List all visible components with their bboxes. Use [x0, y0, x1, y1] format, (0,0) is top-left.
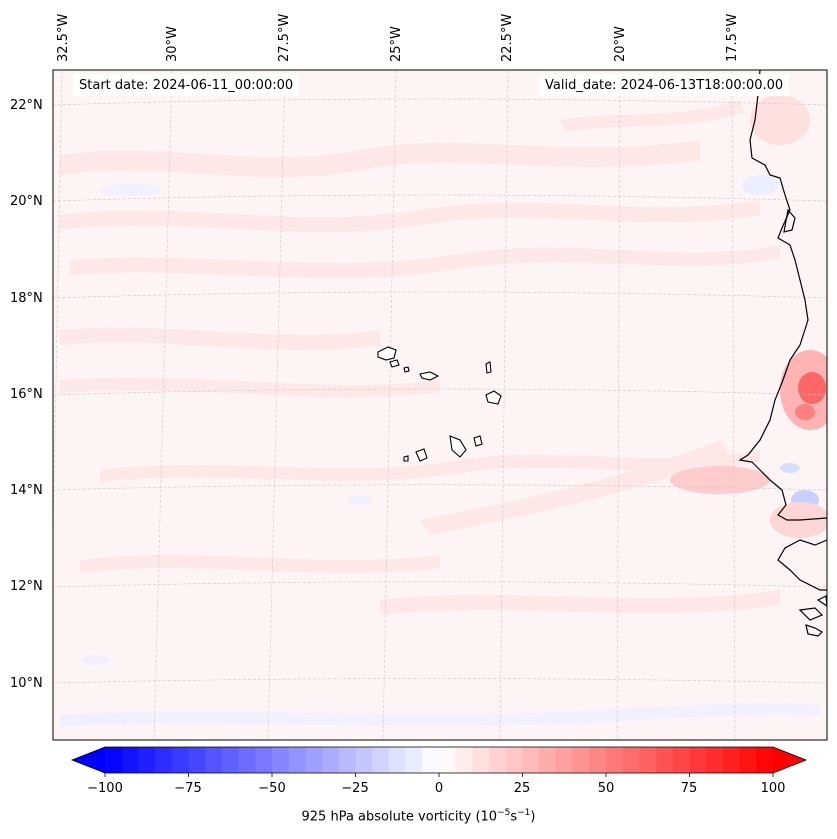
lat-label: 14°N — [10, 483, 43, 498]
cape-verde-islands — [377, 346, 502, 462]
colorbar-bin — [739, 747, 757, 773]
colorbar-bin — [388, 747, 407, 773]
colorbar-bin — [706, 747, 724, 773]
colorbar-tick-label: −25 — [341, 781, 369, 796]
lat-label: 12°N — [10, 579, 43, 594]
colorbar-bin — [121, 747, 139, 773]
colorbar-bin — [405, 747, 423, 773]
colorbar-bin — [439, 747, 457, 773]
lon-label: 27.5°W — [277, 13, 292, 62]
colorbar-tick-label: −75 — [174, 781, 202, 796]
colorbar-tick-label: −50 — [258, 781, 286, 796]
colorbar-tick-label: 50 — [597, 781, 615, 796]
colorbar-bin — [539, 747, 557, 773]
map-frame — [52, 69, 828, 741]
colorbar-bin — [238, 747, 256, 773]
colorbar-bin — [422, 747, 440, 773]
colorbar-bin — [188, 747, 206, 773]
colorbar-bin — [338, 747, 357, 773]
colorbar-title: 925 hPa absolute vorticity (10−5s−1) — [301, 808, 536, 825]
colorbar-bin — [522, 747, 540, 773]
colorbar-bin — [756, 747, 774, 773]
colorbar-bin — [572, 747, 590, 773]
colorbar-bin — [171, 747, 190, 773]
colorbar-bin — [672, 747, 691, 773]
colorbar-bin — [255, 747, 273, 773]
colorbar-tick-label: 0 — [434, 781, 444, 796]
colorbar-tick-label: 75 — [680, 781, 698, 796]
colorbar-bin — [372, 747, 390, 773]
colorbar-tick-label: 25 — [513, 781, 531, 796]
colorbar-bin — [489, 747, 507, 773]
colorbar-bin — [272, 747, 290, 773]
graticule — [53, 70, 827, 740]
colorbar-bin — [205, 747, 223, 773]
colorbar-bin — [305, 747, 323, 773]
colorbar-bin — [322, 747, 340, 773]
lon-label: 17.5°W — [725, 13, 740, 62]
colorbar-bin — [722, 747, 741, 773]
colorbar-bin — [155, 747, 173, 773]
colorbar-bin — [221, 747, 240, 773]
valid-date-label: Valid_date: 2024-06-13T18:00:00.00 — [539, 74, 790, 96]
colorbar — [70, 746, 808, 777]
colorbar-bin — [105, 747, 123, 773]
colorbar-extend-min — [72, 747, 105, 773]
colorbar-bin — [455, 747, 473, 773]
lon-label: 30°W — [165, 26, 180, 62]
colorbar-bin — [505, 747, 524, 773]
lat-label: 22°N — [10, 98, 43, 113]
vorticity-field — [53, 70, 827, 740]
colorbar-bin — [472, 747, 490, 773]
colorbar-bin — [639, 747, 657, 773]
lat-label: 18°N — [10, 291, 43, 306]
colorbar-bin — [555, 747, 574, 773]
colorbar-bin — [622, 747, 640, 773]
lon-label: 22.5°W — [500, 13, 515, 62]
colorbar-extend-max — [773, 747, 806, 773]
lon-label: 20°W — [613, 26, 628, 62]
lat-label: 20°N — [10, 194, 43, 209]
lon-label: 32.5°W — [56, 13, 71, 62]
start-date-label: Start date: 2024-06-11_00:00:00 — [73, 74, 300, 96]
colorbar-tick-label: 100 — [760, 781, 786, 796]
colorbar-bin — [288, 747, 306, 773]
colorbar-tick-label: −100 — [87, 781, 123, 796]
colorbar-bin — [589, 747, 607, 773]
lat-label: 10°N — [10, 676, 43, 691]
lon-label: 25°W — [389, 26, 404, 62]
lat-label: 16°N — [10, 387, 43, 402]
colorbar-bin — [606, 747, 624, 773]
colorbar-bin — [656, 747, 674, 773]
colorbar-bin — [355, 747, 373, 773]
colorbar-bin — [138, 747, 156, 773]
colorbar-bin — [689, 747, 707, 773]
